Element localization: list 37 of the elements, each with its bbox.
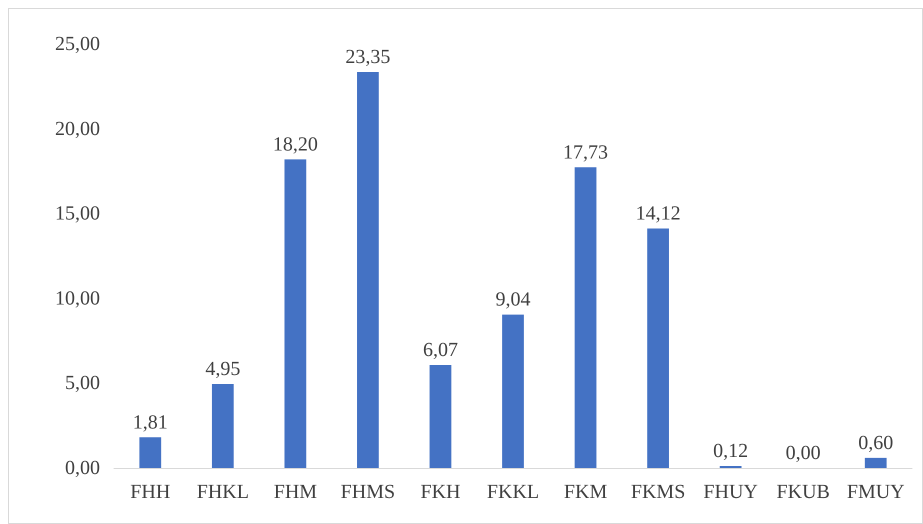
data-label: 14,12	[636, 202, 681, 225]
x-tick-label: FMUY	[846, 481, 905, 503]
data-label: 0,60	[858, 432, 894, 454]
bar	[212, 384, 234, 468]
y-tick-label: 25,00	[55, 33, 100, 55]
x-tick-label: FHH	[130, 481, 170, 503]
y-tick-label: 10,00	[55, 287, 100, 310]
data-label: 1,81	[132, 411, 168, 434]
bar	[502, 314, 524, 468]
x-tick-label: FHM	[274, 481, 318, 503]
x-tick-label: FHUY	[703, 481, 758, 503]
bar	[430, 365, 452, 468]
data-label: 18,20	[272, 133, 318, 156]
bar	[647, 228, 669, 468]
data-label: 6,07	[422, 339, 458, 362]
y-tick-label: 20,00	[55, 118, 100, 140]
x-tick-label: FKUB	[776, 481, 830, 503]
data-label: 17,73	[563, 141, 608, 164]
data-label: 0,00	[786, 442, 821, 464]
bar	[139, 437, 162, 468]
x-tick-label: FKMS	[630, 481, 686, 503]
data-label: 0,12	[713, 440, 748, 462]
bar	[357, 72, 379, 468]
y-tick-label: 0,00	[65, 457, 100, 479]
data-label: 23,35	[345, 46, 390, 68]
x-tick-label: FKH	[420, 481, 460, 503]
bar	[864, 458, 887, 468]
data-label: 4,95	[205, 358, 240, 380]
y-tick-label: 15,00	[55, 202, 100, 225]
x-tick-label: FHMS	[340, 481, 396, 503]
x-tick-label: FKM	[564, 481, 608, 503]
bar	[284, 159, 306, 468]
bar	[574, 167, 596, 468]
x-tick-label: FHKL	[196, 481, 249, 503]
y-tick-label: 5,00	[65, 372, 100, 394]
x-tick-label: FKKL	[486, 481, 540, 503]
data-label: 9,04	[496, 288, 530, 311]
